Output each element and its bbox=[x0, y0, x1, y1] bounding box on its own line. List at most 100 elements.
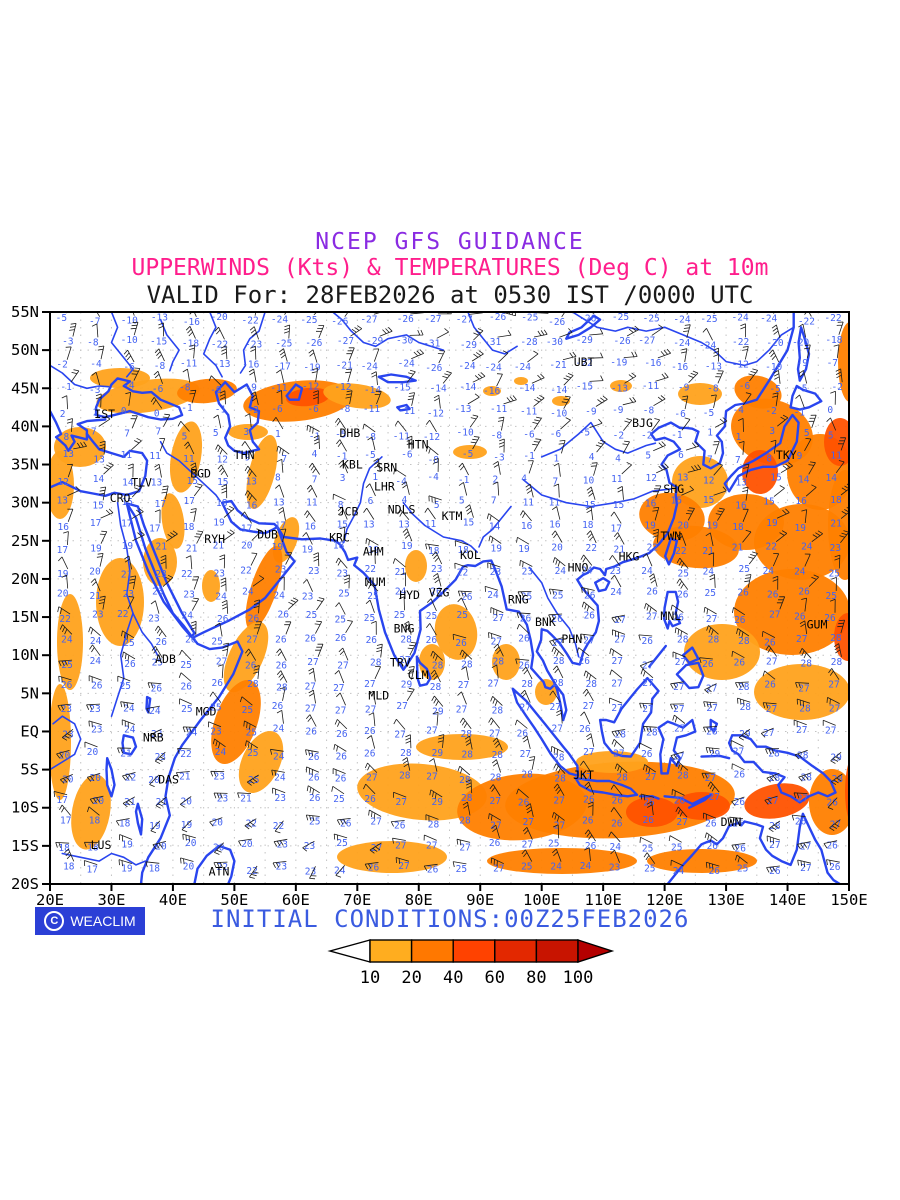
lon-tick-label: 30E bbox=[97, 891, 125, 909]
svg-text:26: 26 bbox=[643, 815, 655, 826]
svg-text:-12: -12 bbox=[302, 382, 319, 393]
svg-text:28: 28 bbox=[428, 819, 440, 830]
svg-text:7: 7 bbox=[491, 496, 497, 507]
lon-tick-label: 50E bbox=[220, 891, 248, 909]
svg-text:24: 24 bbox=[610, 587, 622, 598]
svg-text:-1: -1 bbox=[336, 451, 348, 462]
svg-text:27: 27 bbox=[614, 634, 625, 645]
svg-text:27: 27 bbox=[246, 634, 257, 645]
svg-text:26: 26 bbox=[427, 864, 439, 875]
svg-text:13: 13 bbox=[151, 478, 162, 489]
svg-text:21: 21 bbox=[702, 546, 714, 557]
svg-text:27: 27 bbox=[766, 704, 777, 715]
svg-text:26: 26 bbox=[517, 729, 529, 740]
svg-text:27: 27 bbox=[489, 796, 500, 807]
lon-tick-label: 40E bbox=[159, 891, 187, 909]
svg-text:28: 28 bbox=[799, 703, 811, 714]
svg-text:20: 20 bbox=[241, 839, 253, 850]
svg-text:26: 26 bbox=[308, 772, 320, 783]
station-label-bjg: BJG bbox=[632, 416, 653, 430]
svg-text:28: 28 bbox=[708, 634, 720, 645]
svg-text:23: 23 bbox=[61, 704, 72, 715]
svg-text:26: 26 bbox=[585, 841, 597, 852]
svg-text:-25: -25 bbox=[521, 313, 538, 324]
svg-text:28: 28 bbox=[831, 657, 843, 668]
svg-text:20: 20 bbox=[185, 838, 197, 849]
svg-text:24: 24 bbox=[274, 772, 286, 783]
lat-tick-label: EQ bbox=[20, 722, 39, 740]
svg-text:15: 15 bbox=[770, 473, 781, 484]
svg-text:-1: -1 bbox=[523, 451, 535, 462]
svg-text:25: 25 bbox=[338, 588, 349, 599]
svg-text:-8: -8 bbox=[643, 406, 655, 417]
svg-text:27: 27 bbox=[305, 703, 316, 714]
svg-text:7: 7 bbox=[124, 428, 130, 439]
svg-text:25: 25 bbox=[642, 843, 653, 854]
svg-text:16: 16 bbox=[57, 522, 69, 533]
svg-text:21: 21 bbox=[395, 567, 407, 578]
svg-text:25: 25 bbox=[242, 705, 253, 716]
svg-text:26: 26 bbox=[305, 634, 317, 645]
svg-text:28: 28 bbox=[553, 752, 565, 763]
svg-text:19: 19 bbox=[644, 520, 656, 531]
svg-text:24: 24 bbox=[763, 566, 775, 577]
station-label-ist: IST bbox=[94, 407, 115, 421]
svg-text:27: 27 bbox=[796, 634, 807, 645]
svg-text:17: 17 bbox=[57, 545, 68, 556]
svg-text:25: 25 bbox=[180, 660, 191, 671]
svg-text:-22: -22 bbox=[242, 316, 259, 327]
svg-text:21: 21 bbox=[124, 797, 136, 808]
station-label-ahm: AHM bbox=[363, 544, 384, 558]
svg-text:26: 26 bbox=[366, 635, 378, 646]
svg-text:28: 28 bbox=[430, 682, 442, 693]
lon-tick-label: 70E bbox=[343, 891, 371, 909]
svg-text:27: 27 bbox=[706, 684, 717, 695]
svg-text:-18: -18 bbox=[825, 335, 842, 346]
svg-text:17: 17 bbox=[121, 519, 132, 530]
svg-text:26: 26 bbox=[579, 724, 591, 735]
svg-text:24: 24 bbox=[215, 747, 227, 758]
svg-text:22: 22 bbox=[675, 546, 686, 557]
svg-text:27: 27 bbox=[611, 678, 622, 689]
svg-text:23: 23 bbox=[522, 567, 533, 578]
svg-text:19: 19 bbox=[707, 521, 719, 532]
svg-text:27: 27 bbox=[458, 680, 469, 691]
svg-text:4: 4 bbox=[402, 495, 408, 506]
svg-text:-14: -14 bbox=[459, 382, 476, 393]
svg-text:26: 26 bbox=[518, 798, 530, 809]
svg-text:27: 27 bbox=[333, 683, 344, 694]
svg-text:28: 28 bbox=[552, 678, 564, 689]
svg-text:13: 13 bbox=[273, 498, 284, 509]
svg-text:22: 22 bbox=[125, 772, 136, 783]
station-label-srn: SRN bbox=[376, 460, 397, 474]
svg-text:22: 22 bbox=[117, 609, 128, 620]
svg-text:24: 24 bbox=[186, 727, 198, 738]
svg-text:27: 27 bbox=[426, 840, 437, 851]
svg-text:28: 28 bbox=[586, 679, 598, 690]
svg-text:18: 18 bbox=[428, 546, 440, 557]
svg-text:-22: -22 bbox=[732, 337, 749, 348]
svg-text:28: 28 bbox=[490, 773, 502, 784]
colorbar-tick-label: 80 bbox=[526, 968, 546, 988]
weaclim-logo: C WEACLIM bbox=[35, 907, 145, 935]
svg-text:26: 26 bbox=[217, 614, 229, 625]
svg-text:-22: -22 bbox=[211, 339, 228, 350]
svg-text:25: 25 bbox=[333, 794, 344, 805]
svg-text:23: 23 bbox=[92, 610, 103, 621]
svg-text:19: 19 bbox=[181, 820, 193, 831]
svg-text:21: 21 bbox=[732, 542, 744, 553]
svg-text:25: 25 bbox=[248, 775, 259, 786]
svg-text:-24: -24 bbox=[271, 315, 288, 326]
svg-text:-1: -1 bbox=[671, 430, 683, 441]
station-label-gum: GUM bbox=[807, 618, 828, 632]
svg-text:-5: -5 bbox=[796, 384, 807, 395]
svg-text:21: 21 bbox=[613, 544, 625, 555]
svg-text:-31: -31 bbox=[484, 337, 501, 348]
svg-text:26: 26 bbox=[674, 795, 686, 806]
svg-text:27: 27 bbox=[426, 772, 437, 783]
svg-text:26: 26 bbox=[91, 680, 103, 691]
svg-text:26: 26 bbox=[702, 659, 714, 670]
svg-text:-11: -11 bbox=[520, 406, 537, 417]
svg-text:26: 26 bbox=[824, 613, 836, 624]
svg-text:27: 27 bbox=[583, 701, 594, 712]
